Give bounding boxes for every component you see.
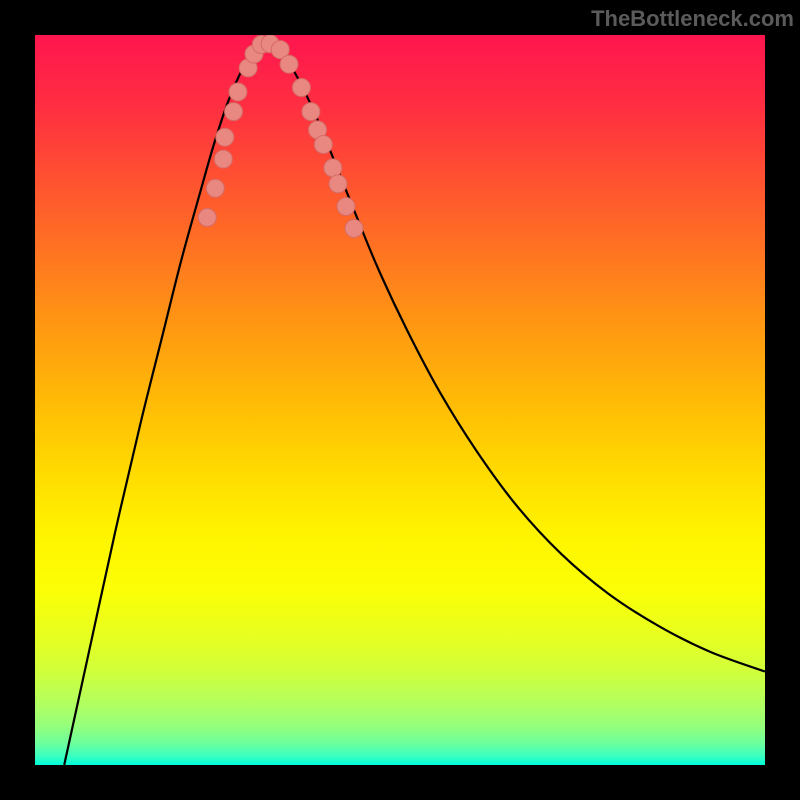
chart-container: TheBottleneck.com: [0, 0, 800, 800]
watermark-text: TheBottleneck.com: [591, 6, 794, 32]
gradient-background: [35, 35, 765, 765]
plot-area: [35, 35, 765, 765]
